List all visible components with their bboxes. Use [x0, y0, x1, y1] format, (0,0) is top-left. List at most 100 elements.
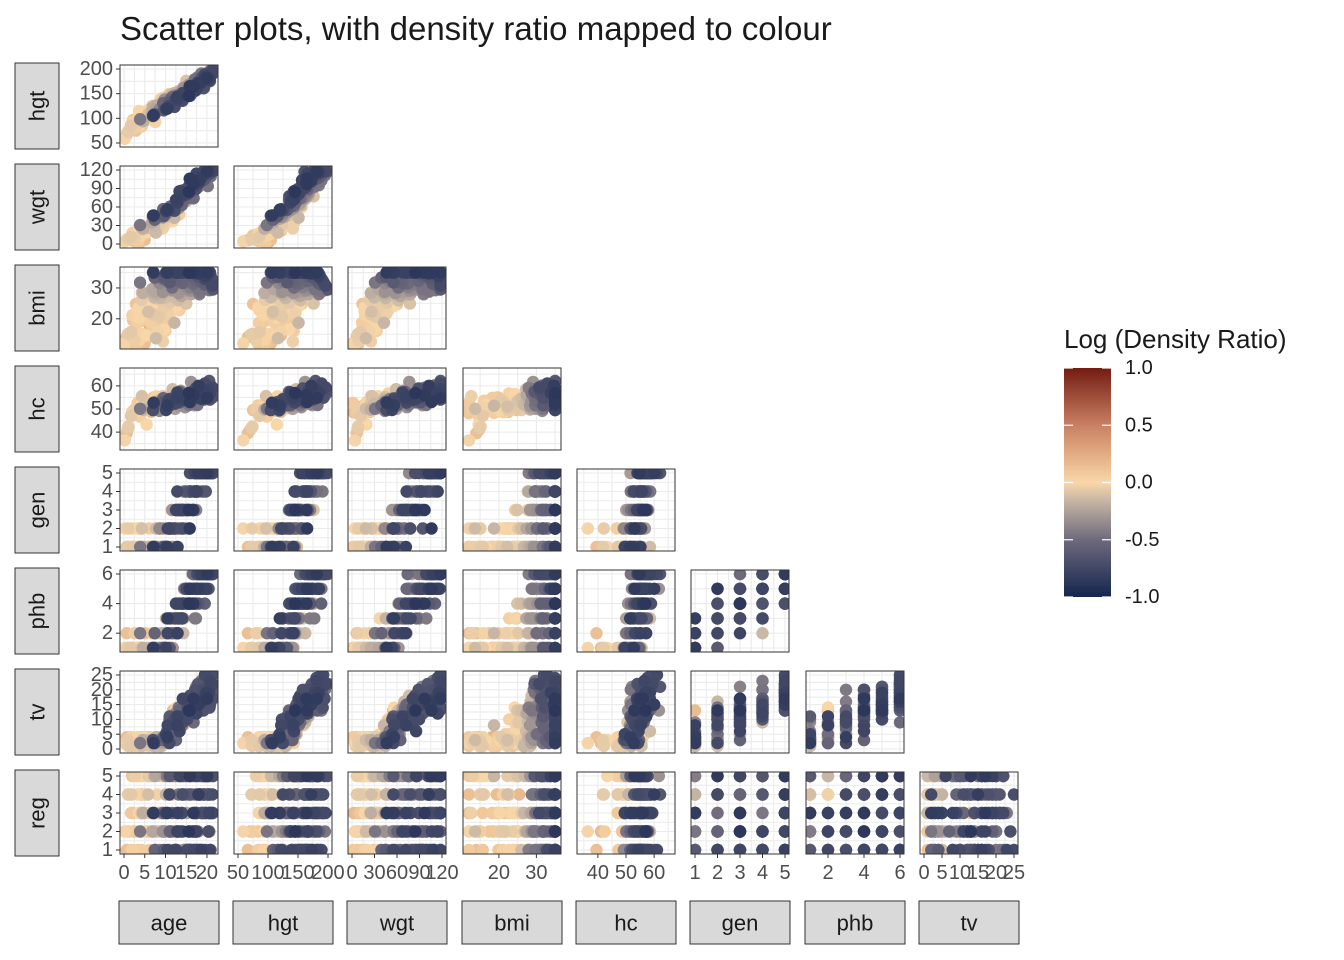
data-point — [404, 522, 416, 534]
data-point — [360, 522, 372, 534]
panel-phb-vs-hgt — [234, 568, 334, 654]
data-point — [301, 173, 313, 185]
data-point — [425, 266, 437, 278]
data-point — [246, 522, 258, 534]
data-point — [171, 627, 183, 639]
data-point — [598, 522, 610, 534]
data-point — [388, 522, 400, 534]
data-point — [289, 597, 301, 609]
data-point — [409, 504, 421, 516]
data-point — [549, 504, 561, 516]
data-point — [381, 397, 393, 409]
data-point — [125, 326, 137, 338]
data-point — [183, 387, 195, 399]
data-point — [201, 392, 213, 404]
panel-gen-vs-hc — [577, 467, 675, 553]
panel-gen-vs-age — [119, 467, 220, 553]
data-point — [488, 522, 500, 534]
data-point — [171, 485, 183, 497]
panel-gen-vs-bmi — [463, 467, 562, 553]
data-point — [533, 381, 545, 393]
data-point — [381, 266, 393, 278]
data-point — [463, 434, 475, 446]
data-point — [266, 209, 278, 221]
data-point — [287, 222, 299, 234]
data-point — [161, 102, 173, 114]
data-point — [292, 317, 304, 329]
data-point — [469, 403, 481, 415]
data-point — [149, 627, 161, 639]
data-point — [360, 332, 372, 344]
data-point — [537, 522, 549, 534]
data-point — [136, 390, 148, 402]
panel-wgt-vs-hgt — [234, 165, 334, 250]
data-point — [308, 612, 320, 624]
data-point — [409, 387, 421, 399]
data-point — [375, 627, 387, 639]
data-point — [288, 485, 300, 497]
panel-phb-vs-wgt — [347, 568, 447, 654]
data-point — [501, 401, 513, 413]
panel-wgt-vs-age — [119, 165, 220, 250]
data-point — [301, 266, 313, 278]
data-point — [409, 266, 421, 278]
data-point — [134, 627, 146, 639]
data-point — [201, 72, 213, 84]
data-point — [425, 522, 437, 534]
panel-bmi-vs-age — [119, 266, 220, 349]
data-point — [125, 231, 137, 243]
data-point — [134, 219, 146, 231]
data-point — [183, 504, 195, 516]
data-point — [147, 397, 159, 409]
data-point — [190, 485, 202, 497]
data-point — [349, 434, 361, 446]
data-point — [289, 266, 301, 278]
data-point — [315, 597, 327, 609]
data-point — [300, 504, 312, 516]
data-point — [161, 266, 173, 278]
data-point — [171, 391, 183, 403]
data-point — [150, 332, 162, 344]
data-point — [301, 583, 313, 595]
data-point — [142, 306, 154, 318]
data-point — [287, 335, 299, 347]
data-point — [287, 627, 299, 639]
panels-layer — [119, 63, 1021, 856]
panel-hgt-vs-age — [119, 63, 220, 147]
data-point — [168, 317, 180, 329]
data-point — [147, 266, 159, 278]
data-point — [253, 326, 265, 338]
data-point — [171, 504, 183, 516]
data-point — [400, 485, 412, 497]
data-point — [274, 612, 286, 624]
data-point — [140, 418, 152, 430]
data-point — [288, 612, 300, 624]
panel-gen-vs-hgt — [234, 467, 334, 553]
data-point — [183, 597, 195, 609]
data-point — [289, 186, 301, 198]
data-point — [301, 522, 313, 534]
data-point — [134, 113, 146, 125]
data-point — [183, 90, 195, 102]
data-point — [134, 403, 146, 415]
data-point — [275, 522, 287, 534]
data-point — [184, 522, 196, 534]
data-point — [201, 165, 213, 177]
data-point — [378, 317, 390, 329]
data-point — [582, 522, 594, 534]
data-point — [162, 522, 174, 534]
data-point — [639, 504, 651, 516]
data-point — [365, 306, 377, 318]
data-point — [171, 91, 183, 103]
data-point — [201, 266, 213, 278]
data-point — [183, 186, 195, 198]
data-point — [250, 627, 262, 639]
data-point — [161, 399, 173, 411]
data-point — [352, 627, 364, 639]
data-point — [272, 332, 284, 344]
data-point — [511, 504, 523, 516]
data-point — [161, 203, 173, 215]
data-point — [474, 422, 486, 434]
data-point — [147, 209, 159, 221]
